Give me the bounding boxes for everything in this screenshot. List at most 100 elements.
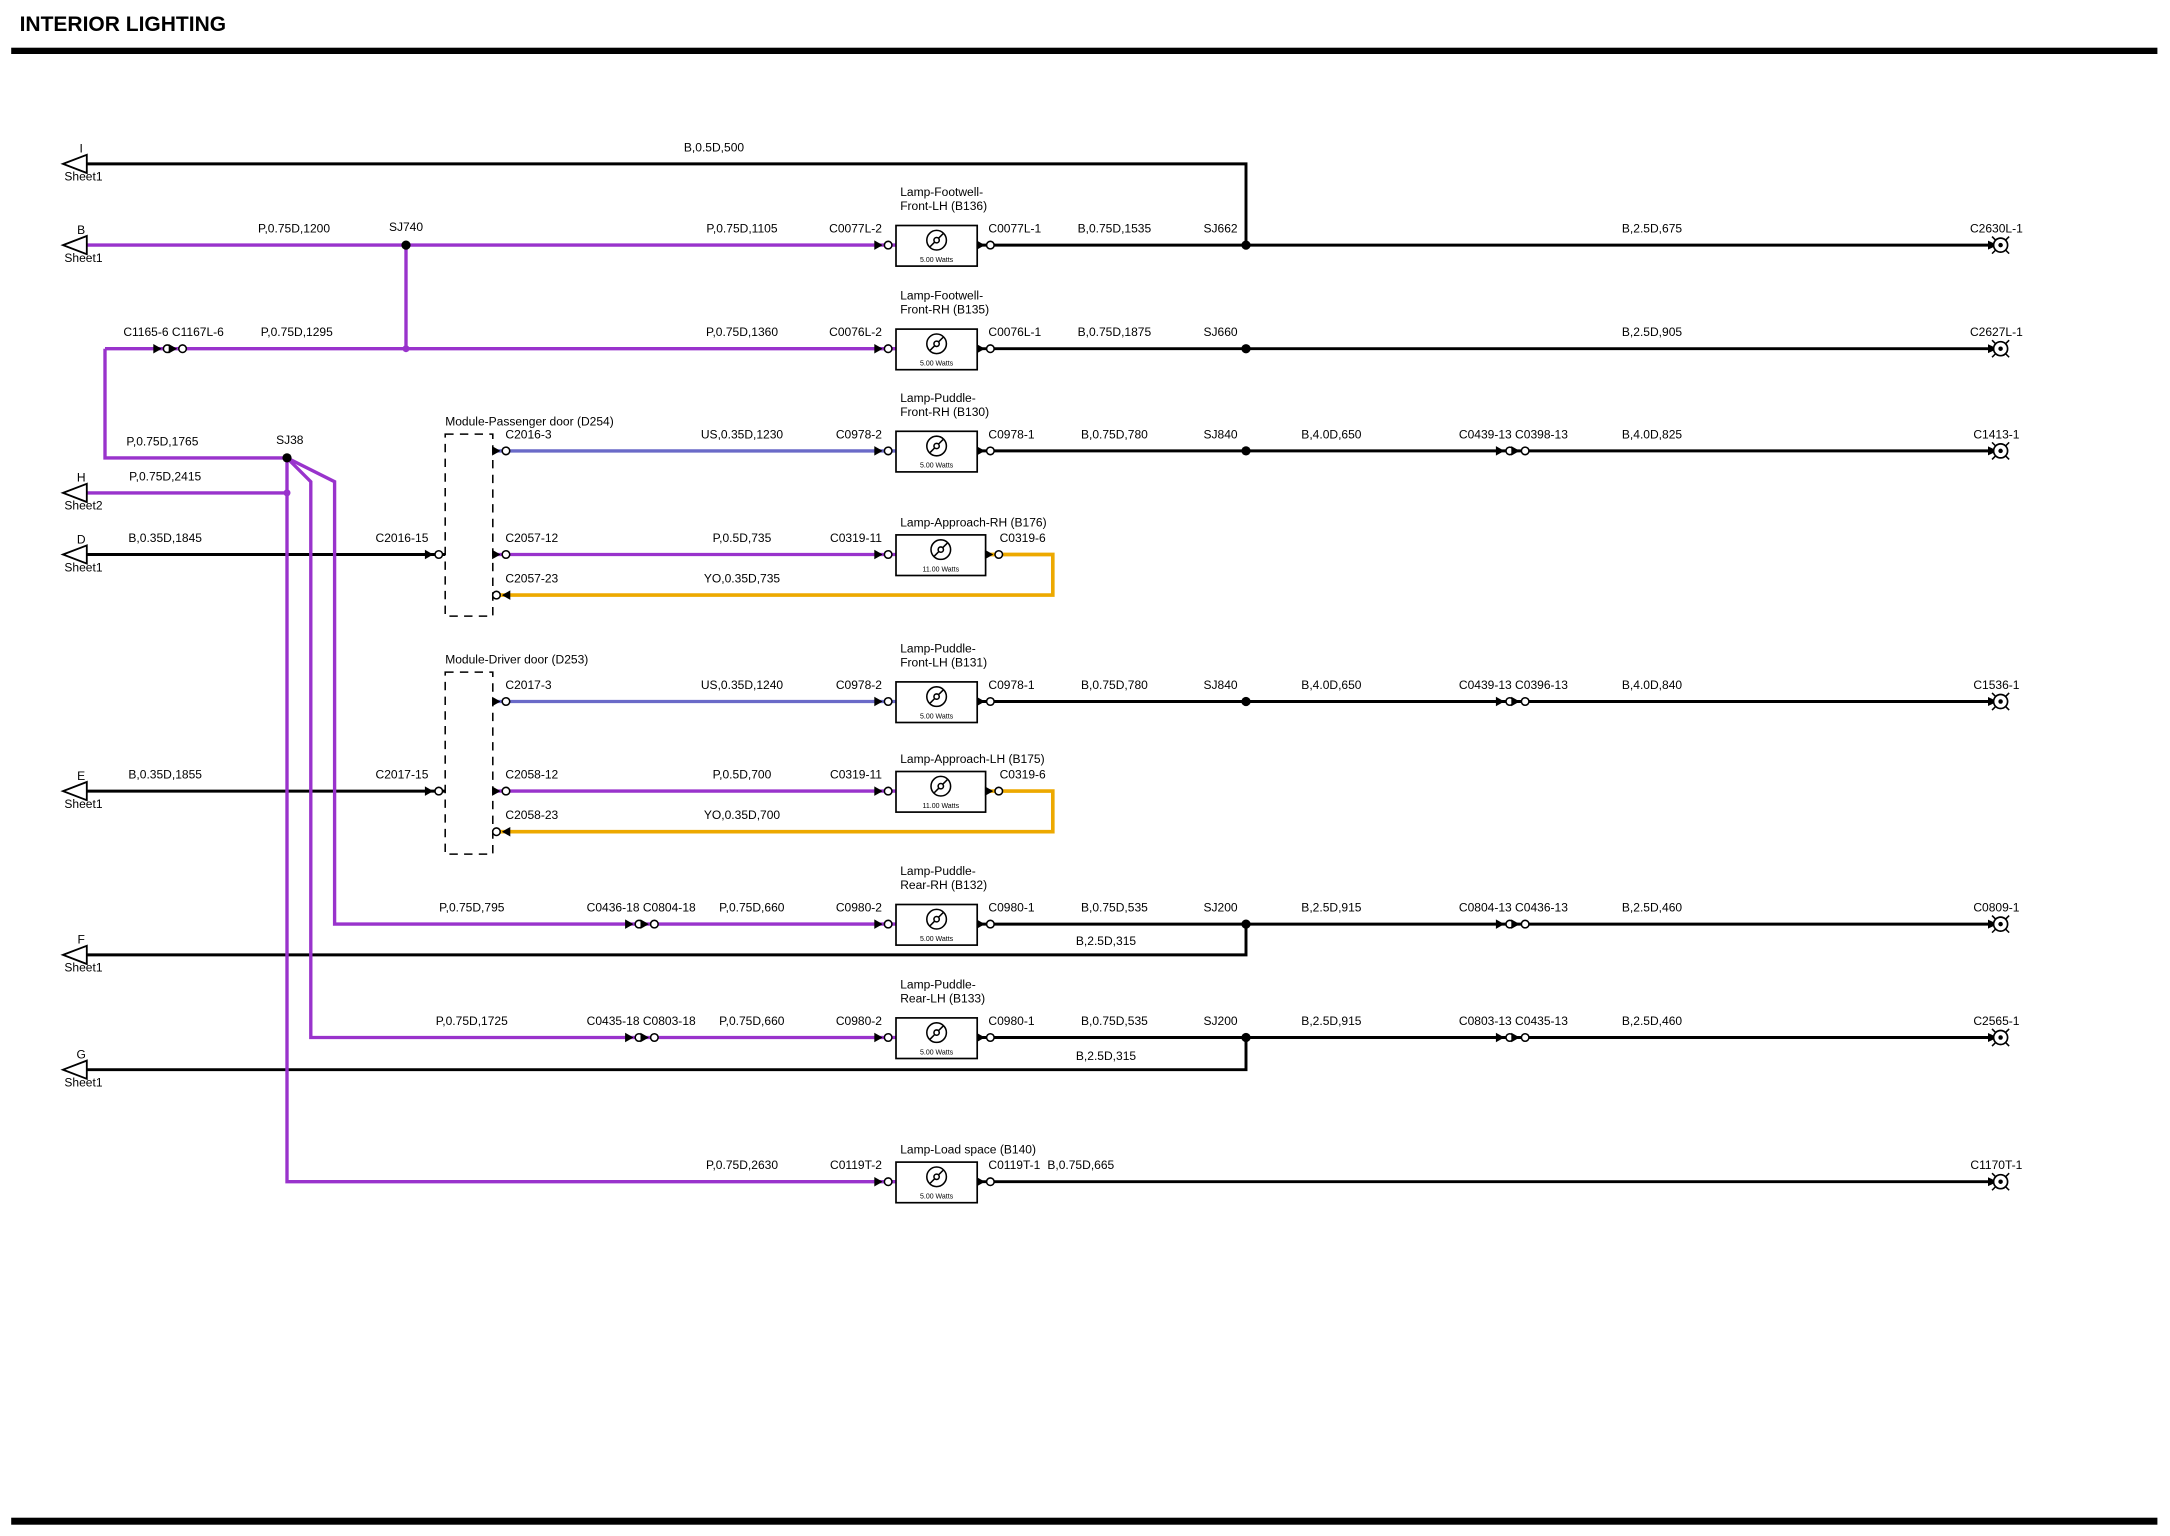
- wire-ground-feed-I: [86, 162, 1248, 246]
- splice-sj662: [1241, 240, 1251, 250]
- splice-label: SJ200: [1203, 1014, 1237, 1028]
- connector-label: C0319-6: [1000, 767, 1046, 781]
- module-label: Module-Passenger door (D254): [445, 415, 614, 429]
- splice-label: SJ660: [1203, 325, 1237, 339]
- lamp-label: Lamp-Puddle-: [900, 391, 976, 405]
- wire-label: P,0.75D,1295: [261, 325, 333, 339]
- connector-label: C0319-11: [830, 531, 882, 545]
- lamp-label: Lamp-Puddle-: [900, 864, 976, 878]
- lamp-label: Lamp-Approach-LH (B175): [900, 752, 1044, 766]
- lamp-label: Front-RH (B135): [900, 303, 989, 317]
- watts-label: 5.00 Watts: [920, 1049, 954, 1056]
- lamp-label: Lamp-Footwell-: [900, 289, 983, 303]
- module-passenger-door-box: [444, 433, 494, 617]
- wire-label: YO,0.35D,735: [704, 572, 781, 586]
- wire-label: US,0.35D,1240: [701, 678, 784, 692]
- wire-label: B,4.0D,825: [1622, 427, 1683, 441]
- sheet-ref-label: Sheet1: [64, 251, 102, 265]
- ring-terminals: [1987, 235, 2010, 1192]
- connector-label: C0803-13 C0435-13: [1459, 1014, 1568, 1028]
- module-label: Module-Driver door (D253): [445, 653, 588, 667]
- ring-terminal-icon: [1987, 692, 2010, 711]
- bulb-icon: [930, 539, 952, 561]
- wire-label: B,2.5D,905: [1622, 325, 1683, 339]
- wire-label: P,0.75D,660: [719, 1014, 785, 1028]
- connector-label: C0077L-1: [988, 222, 1041, 236]
- lamp-puddle-rear-rh-box: [895, 903, 979, 946]
- lamp-label: Lamp-Puddle-: [900, 642, 976, 656]
- connector-label: C0436-18 C0804-18: [587, 900, 696, 914]
- sheet-letter-label: H: [77, 471, 86, 485]
- page-title: INTERIOR LIGHTING: [20, 13, 227, 36]
- sheet-letter-label: G: [77, 1048, 86, 1062]
- lamp-approach-rh-box: [895, 534, 987, 577]
- module-driver-door-box: [444, 671, 494, 855]
- connector-label: C1165-6 C1167L-6: [123, 325, 224, 339]
- sheet-letter-label: E: [77, 769, 85, 783]
- wire-label: B,0.75D,780: [1081, 678, 1148, 692]
- watts-label: 11.00 Watts: [923, 566, 960, 573]
- lamp-label: Front-LH (B136): [900, 199, 987, 213]
- connector-label: C2017-3: [505, 678, 551, 692]
- splice-dots: [282, 240, 1251, 1043]
- wire-label: B,4.0D,650: [1301, 427, 1362, 441]
- sheet-letter-label: D: [77, 532, 86, 546]
- splice-label: SJ840: [1203, 427, 1237, 441]
- connector-label: C2016-15: [376, 531, 429, 545]
- sheet-letter-label: I: [80, 142, 83, 156]
- splice-sj740: [401, 240, 411, 250]
- connector-label: C1536-1: [1973, 678, 2019, 692]
- connector-label: C0978-1: [988, 427, 1034, 441]
- connector-label: C0435-18 C0803-18: [587, 1014, 696, 1028]
- sheet-ref-label: Sheet1: [64, 797, 102, 811]
- connector-label: C0980-2: [836, 900, 882, 914]
- wire-label: B,2.5D,460: [1622, 1014, 1683, 1028]
- wire-label: P,0.75D,1105: [706, 222, 777, 236]
- connector-label: C2057-23: [505, 572, 558, 586]
- wire-approach-rh-return: [492, 552, 1055, 597]
- connector-label: C0319-11: [830, 767, 882, 781]
- lamp-label: Front-LH (B131): [900, 656, 987, 670]
- wire-label: B,0.5D,500: [684, 140, 745, 154]
- splice-label: SJ740: [389, 220, 423, 234]
- wire-label: P,0.75D,1360: [706, 325, 778, 339]
- wire-sj200-to-G: [86, 1037, 1248, 1072]
- connector-label: C0319-6: [1000, 531, 1046, 545]
- connector-label: C2057-12: [505, 531, 558, 545]
- connector-label: C0076L-1: [988, 325, 1041, 339]
- splice-sj840-a: [1241, 446, 1251, 456]
- wire-label: B,0.75D,535: [1081, 1014, 1148, 1028]
- wire-label: B,0.35D,1845: [128, 531, 202, 545]
- bulb-icon: [926, 686, 948, 708]
- connector-label: C2565-1: [1973, 1014, 2019, 1028]
- wire-label: B,0.35D,1855: [128, 767, 202, 781]
- wire-label: B,4.0D,650: [1301, 678, 1362, 692]
- wire-label: B,0.75D,535: [1081, 900, 1148, 914]
- connector-label: C0439-13 C0398-13: [1459, 427, 1568, 441]
- splice-sj38: [282, 453, 292, 463]
- junction-dot: [283, 489, 291, 497]
- wire-label: P,0.75D,795: [439, 900, 505, 914]
- connector-label: C0119T-2: [830, 1158, 882, 1172]
- connector-label: C2017-15: [376, 767, 429, 781]
- connector-label: C0809-1: [1973, 900, 2019, 914]
- sheet-ref-label: Sheet2: [64, 499, 102, 513]
- bulb-icon: [926, 1022, 948, 1044]
- watts-label: 5.00 Watts: [920, 360, 954, 367]
- splice-label: SJ840: [1203, 678, 1237, 692]
- connector-label: C0076L-2: [829, 325, 882, 339]
- wire-label: P,0.5D,735: [713, 531, 772, 545]
- wire-label: B,0.75D,780: [1081, 427, 1148, 441]
- lamp-approach-lh-box: [895, 770, 987, 813]
- connector-label: C0978-1: [988, 678, 1034, 692]
- bulb-icon: [926, 1166, 948, 1188]
- black-wires: [86, 162, 1993, 1184]
- splice-sj200-b: [1241, 1032, 1251, 1043]
- connector-label: C2058-23: [505, 808, 558, 822]
- wire-label: B,2.5D,460: [1622, 900, 1683, 914]
- sheet-letter-label: F: [78, 933, 85, 947]
- splice-sj200-a: [1241, 919, 1251, 929]
- connector-symbols: [152, 239, 1530, 1188]
